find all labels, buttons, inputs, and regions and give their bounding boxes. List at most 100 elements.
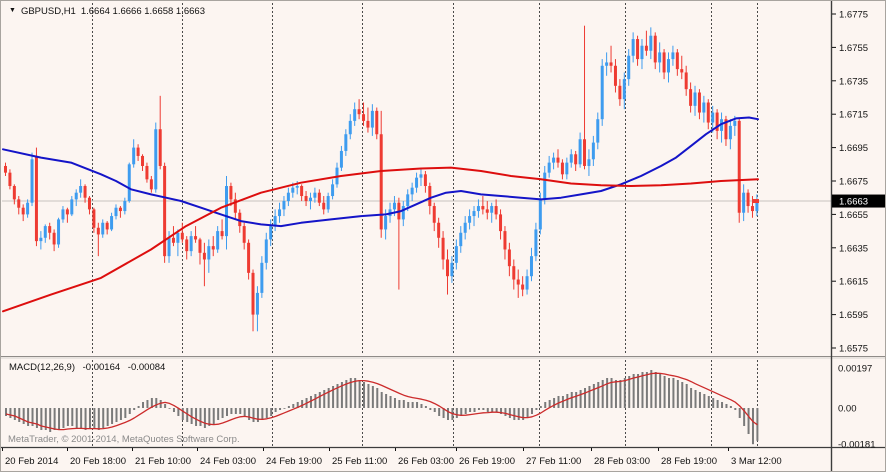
candle-body xyxy=(472,211,476,217)
macd-bar xyxy=(614,380,617,408)
candle-bull xyxy=(339,145,343,171)
candle-wick xyxy=(645,30,647,56)
macd-bar xyxy=(181,408,184,420)
price-axis[interactable]: 1.6775 1.6755 1.6735 1.6715 1.6695 1.6675 1.66… xyxy=(832,10,886,355)
candle-bull xyxy=(39,231,43,250)
candle-body xyxy=(238,212,242,227)
candle-bull xyxy=(415,172,419,193)
candle-body xyxy=(57,219,61,245)
candle-bull xyxy=(127,162,131,203)
candle-body xyxy=(379,134,383,230)
candle-body xyxy=(662,52,666,73)
candle-body xyxy=(353,109,357,121)
candle-body xyxy=(233,199,237,213)
candle-body xyxy=(207,246,211,260)
time-axis[interactable]: 20 Feb 2014 20 Feb 18:00 21 Feb 10:00 24 Fe… xyxy=(2,448,782,467)
candle-body xyxy=(697,92,701,113)
macd-bar xyxy=(500,408,503,414)
candle-bear xyxy=(706,99,710,130)
candle-body xyxy=(344,134,348,151)
candle-bull xyxy=(278,202,282,223)
candle-body xyxy=(569,154,573,163)
candle-body xyxy=(123,201,127,212)
candle-bull xyxy=(543,165,547,205)
macd-bar xyxy=(345,380,348,408)
candle-body xyxy=(141,155,145,166)
candle-body xyxy=(118,207,122,212)
candle-body xyxy=(8,172,12,187)
macd-bar xyxy=(31,408,34,426)
current-price-value: 1.6663 xyxy=(839,197,868,208)
time-axis-label: 25 Feb 11:00 xyxy=(332,456,387,467)
time-axis-label: 21 Feb 10:00 xyxy=(135,456,191,467)
macd-bar xyxy=(376,388,379,408)
candle-body xyxy=(171,237,175,243)
macd-bar xyxy=(71,408,74,426)
candle-bear xyxy=(574,150,578,171)
ma-slow-red-line xyxy=(2,166,759,313)
candle-bear xyxy=(724,115,728,146)
macd-bar xyxy=(49,408,52,432)
candle-body xyxy=(423,174,427,187)
candle-bull xyxy=(631,32,635,63)
candle-body xyxy=(706,102,710,123)
candle-body xyxy=(34,155,38,242)
candle-bull xyxy=(454,239,458,270)
candle-bear xyxy=(229,182,233,207)
candle-bear xyxy=(171,226,175,247)
candle-body xyxy=(229,186,233,200)
candle-body xyxy=(26,202,30,215)
candle-wick xyxy=(97,222,99,257)
candle-body xyxy=(167,237,171,257)
candle-body xyxy=(600,65,604,120)
candle-body xyxy=(114,207,118,217)
macd-bar xyxy=(62,408,65,428)
candle-wick xyxy=(473,206,475,227)
candle-body xyxy=(702,102,706,113)
candle-body xyxy=(247,242,251,273)
macd-bar xyxy=(358,380,361,408)
macd-bar xyxy=(557,396,560,408)
candle-bull xyxy=(61,206,65,223)
candle-body xyxy=(198,239,202,253)
macd-bar xyxy=(694,390,697,408)
candle-body xyxy=(145,165,149,180)
macd-bar xyxy=(645,372,648,408)
macd-bar xyxy=(393,398,396,408)
candle-body xyxy=(658,52,662,63)
candle-bull xyxy=(671,45,675,66)
macd-bar xyxy=(40,408,43,430)
macd-bar xyxy=(606,378,609,408)
candle-bull xyxy=(591,135,595,166)
macd-bar xyxy=(5,408,7,416)
macd-bar xyxy=(747,408,750,434)
macd-bar xyxy=(22,408,25,424)
candle-bear xyxy=(499,209,503,240)
candle-body xyxy=(640,45,644,60)
candle-bear xyxy=(662,49,666,80)
candle-body xyxy=(308,197,312,202)
candle-body xyxy=(459,232,463,247)
candle-body xyxy=(180,232,184,240)
chart-plot-area[interactable] xyxy=(2,2,831,447)
candle-bull xyxy=(463,216,467,240)
candle-body xyxy=(609,62,613,66)
panel-separator[interactable] xyxy=(1,356,886,360)
candle-bear xyxy=(494,199,498,220)
macd-bar xyxy=(672,378,675,408)
candle-wick xyxy=(610,45,612,73)
candle-bear xyxy=(65,207,69,223)
macd-bar xyxy=(654,372,657,408)
candle-bull xyxy=(640,39,644,70)
candle-body xyxy=(30,159,34,203)
candle-body xyxy=(4,165,7,173)
candle-bear xyxy=(163,162,167,263)
macd-bar xyxy=(102,408,105,428)
macd-axis[interactable]: 0.00197 0.00 -0.00181 xyxy=(838,364,876,451)
macd-bar xyxy=(349,378,352,408)
macd-bar xyxy=(354,378,357,408)
macd-bar xyxy=(743,408,746,426)
candle-body xyxy=(242,226,246,243)
candle-bull xyxy=(74,189,78,207)
